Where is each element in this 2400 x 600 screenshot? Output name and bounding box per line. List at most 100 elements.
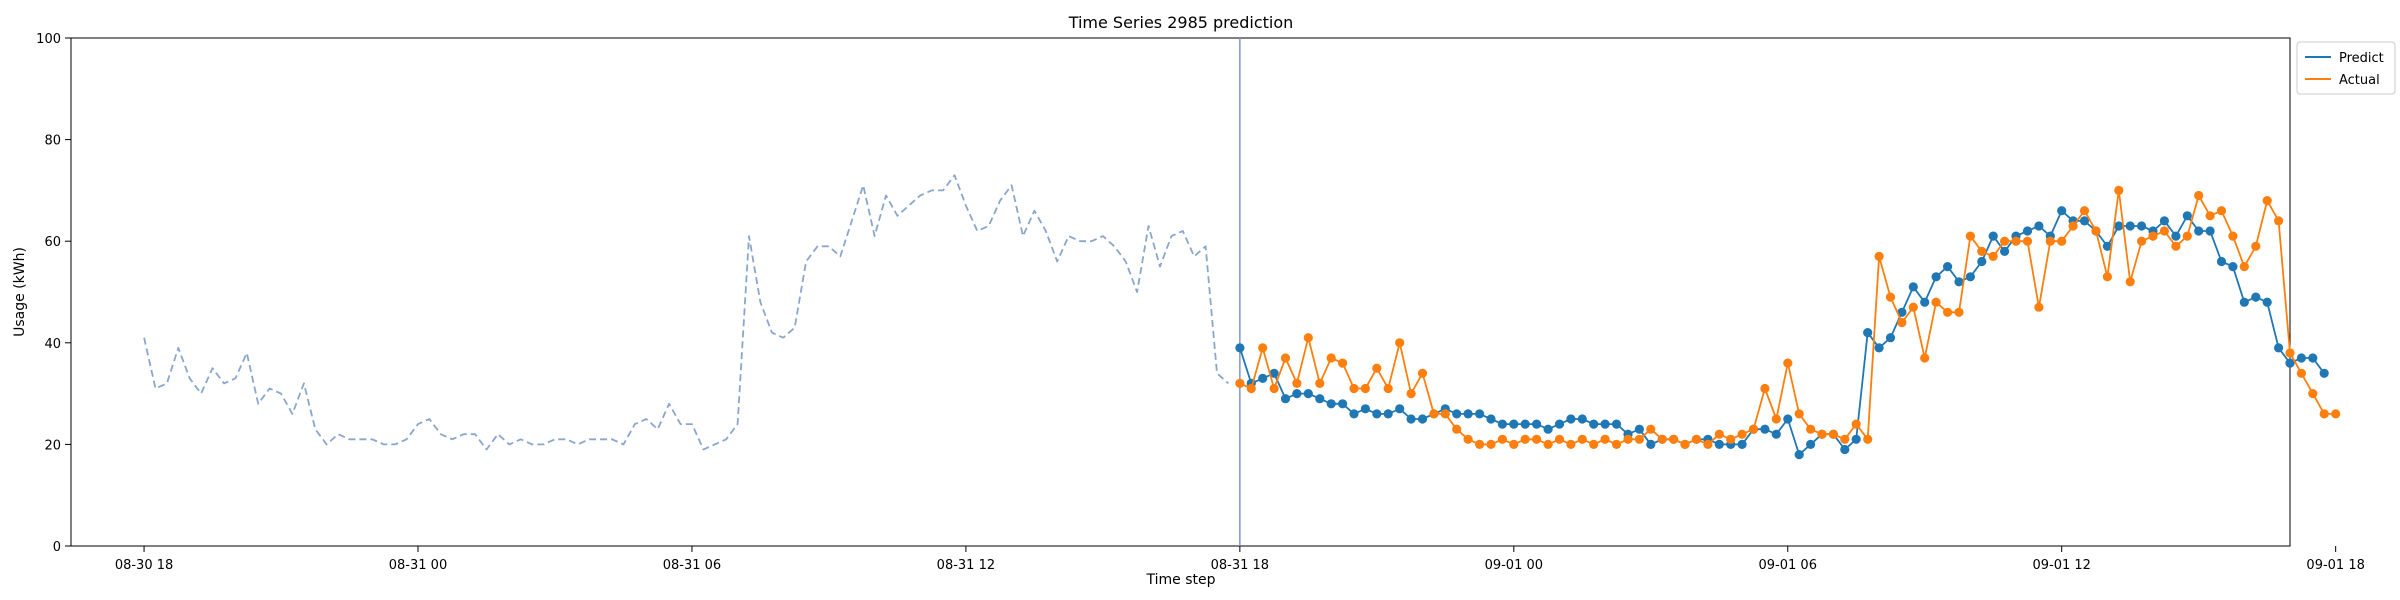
actual-data-point: [1817, 429, 1827, 439]
predict-data-point: [1486, 414, 1496, 424]
actual-data-point: [2171, 241, 2181, 251]
predict-data-point: [1908, 282, 1918, 292]
predict-data-point: [1760, 424, 1770, 434]
predict-series-line: [1239, 209, 2325, 456]
predict-data-point: [2125, 221, 2135, 231]
x-tick-label: 08-31 00: [389, 558, 447, 573]
actual-data-point: [1440, 409, 1450, 419]
actual-data-point: [1303, 333, 1313, 343]
actual-data-point: [1315, 378, 1325, 388]
actual-series-line: [1239, 189, 2336, 446]
actual-data-point: [2011, 236, 2021, 246]
predict-data-point: [1771, 429, 1781, 439]
y-tick-label: 80: [44, 134, 61, 149]
predict-data-point: [1338, 399, 1348, 409]
y-tick-label: 100: [36, 32, 61, 47]
predict-data-point: [2274, 343, 2284, 353]
actual-data-point: [1897, 317, 1907, 328]
actual-data-point: [1851, 419, 1861, 429]
actual-data-point: [1269, 383, 1279, 394]
predict-data-point: [1783, 414, 1793, 424]
actual-data-point: [2068, 221, 2078, 231]
actual-data-point: [2125, 277, 2135, 287]
legend-label-predict: Predict: [2339, 51, 2384, 66]
chart-title: Time Series 2985 prediction: [1068, 13, 1294, 32]
actual-data-point: [1748, 424, 1759, 434]
y-tick-label: 0: [53, 540, 61, 555]
predict-data-point: [2057, 206, 2067, 216]
predict-data-point: [1589, 419, 1599, 429]
actual-data-point: [1874, 251, 1884, 261]
actual-data-point: [1452, 424, 1462, 434]
predict-data-point: [1737, 439, 1747, 449]
actual-data-point: [1395, 338, 1405, 348]
x-tick-label: 09-01 00: [1485, 558, 1543, 573]
actual-data-point: [1669, 434, 1679, 444]
actual-data-point: [1703, 439, 1713, 449]
actual-data-point: [2137, 236, 2147, 246]
actual-data-point: [1920, 353, 1930, 363]
actual-data-point: [1589, 439, 1599, 449]
actual-data-point: [1246, 383, 1256, 394]
predict-data-point: [1897, 307, 1907, 317]
predict-data-point: [1920, 297, 1930, 307]
actual-data-point: [2114, 185, 2124, 195]
predict-data-point: [1452, 409, 1462, 419]
actual-data-point: [2000, 236, 2010, 246]
actual-data-point: [1372, 363, 1382, 373]
actual-data-point: [2034, 302, 2044, 312]
x-axis-label: Time step: [1146, 572, 1216, 588]
actual-data-point: [2079, 206, 2090, 216]
actual-data-point: [1988, 251, 1998, 261]
actual-data-point: [2022, 236, 2033, 246]
actual-data-point: [1840, 434, 1850, 444]
predict-data-point: [2228, 262, 2238, 272]
x-tick-label: 09-01 18: [2306, 558, 2364, 573]
actual-data-point: [1326, 353, 1336, 363]
actual-data-point: [1657, 434, 1667, 444]
actual-data-point: [1863, 434, 1873, 444]
actual-data-point: [1360, 383, 1370, 394]
predict-data-point: [1806, 439, 1816, 449]
predict-data-point: [1463, 409, 1473, 419]
actual-data-point: [2296, 368, 2306, 378]
predict-data-point: [2102, 241, 2112, 251]
actual-data-point: [2228, 231, 2238, 241]
actual-data-point: [1885, 292, 1896, 302]
predict-data-point: [1235, 343, 1245, 353]
actual-data-point: [1383, 383, 1393, 394]
predict-data-point: [1988, 231, 1998, 241]
predict-data-point: [2079, 216, 2090, 226]
actual-data-point: [1600, 434, 1610, 444]
actual-data-point: [2159, 226, 2169, 236]
predict-data-point: [2171, 231, 2181, 241]
x-tick-label: 08-31 06: [663, 558, 721, 573]
predict-data-point: [2137, 221, 2147, 231]
actual-data-point: [1554, 434, 1565, 444]
actual-data-point: [1406, 389, 1416, 399]
predict-data-point: [2251, 292, 2261, 302]
predict-data-point: [1977, 256, 1987, 267]
plot-area: 0 20 40 60 80 100 08-30 18 08-31 00 08-31 06 08-3…: [36, 32, 2365, 573]
x-tick-label: 08-31 18: [1211, 558, 1269, 573]
predict-data-point: [2239, 297, 2249, 307]
actual-data-point: [2239, 262, 2249, 272]
predict-data-point: [1497, 419, 1507, 429]
predict-data-point: [1292, 389, 1302, 399]
actual-data-point: [2319, 409, 2329, 419]
actual-data-point: [2102, 272, 2112, 282]
predict-data-point: [1475, 409, 1485, 419]
actual-data-point: [1680, 439, 1690, 449]
predict-data-point: [1417, 414, 1428, 424]
actual-data-point: [1543, 439, 1553, 449]
predict-data-point: [1395, 404, 1405, 414]
predict-data-point: [1383, 409, 1393, 419]
predict-data-point: [2034, 221, 2044, 231]
actual-data-point: [2148, 231, 2158, 241]
x-tick-label: 09-01 06: [1759, 558, 1817, 573]
actual-data-point: [1806, 424, 1816, 434]
predict-data-point: [1269, 368, 1279, 378]
predict-data-point: [2205, 226, 2215, 236]
legend: Predict Actual: [2296, 41, 2396, 95]
